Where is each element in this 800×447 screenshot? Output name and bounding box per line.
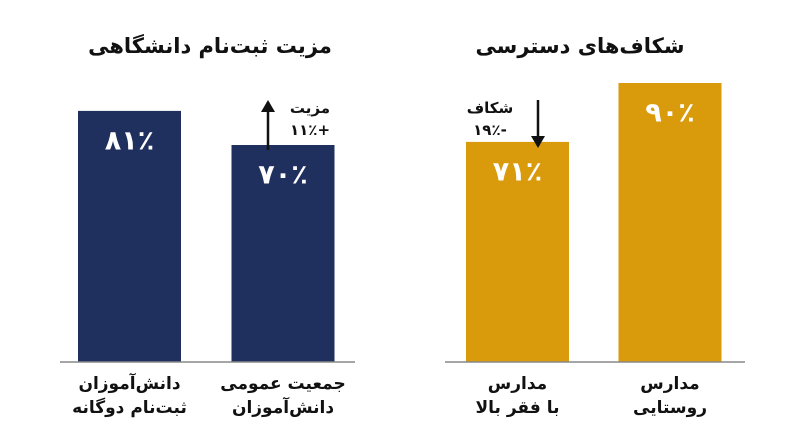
bar [78, 110, 181, 363]
chart-title: شکاف‌های دسترسی [475, 34, 684, 58]
category-label: دانش‌آموزان ثبت‌نام دوگانه [72, 374, 187, 418]
category-label: مدارس روستایی [633, 374, 707, 418]
value-label: ۷۰٪ [258, 160, 307, 191]
chart-title: مزیت ثبت‌نام دانشگاهی [88, 33, 332, 58]
annotation-arrowhead [531, 136, 545, 148]
value-label: ۷۱٪ [493, 156, 542, 187]
category-label: جمعیت عمومی دانش‌آموزان [220, 374, 346, 418]
value-label: ۸۱٪ [105, 125, 154, 156]
bar [618, 83, 722, 362]
bar [466, 141, 569, 362]
bar [231, 145, 335, 362]
annotation-text: مزیت +۱۱٪ [289, 99, 331, 139]
annotation-text: شکاف -۱۹٪ [466, 99, 514, 139]
annotation-arrowhead [261, 100, 275, 112]
category-label: مدارس با فقر بالا [475, 374, 560, 418]
value-label: ۹۰٪ [645, 98, 694, 129]
